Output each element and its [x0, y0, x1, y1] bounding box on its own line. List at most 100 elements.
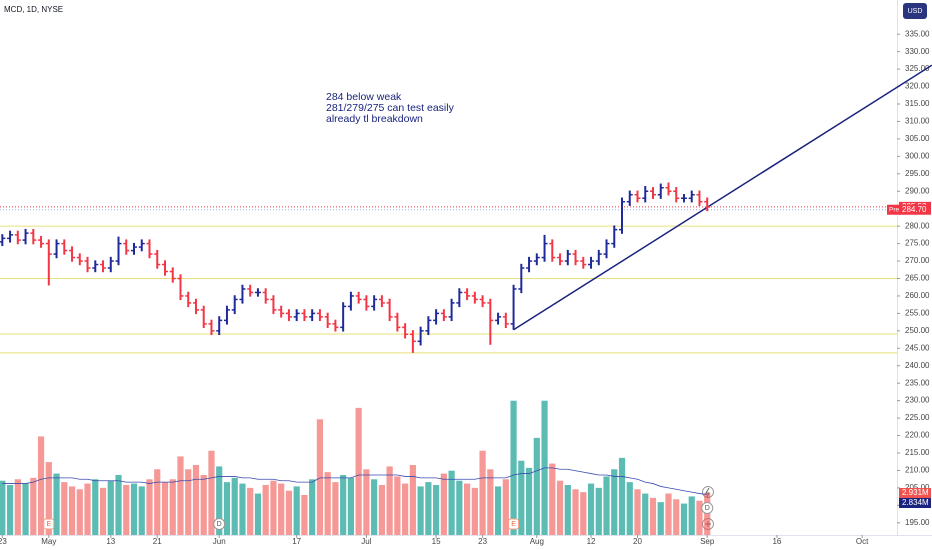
volume-bar: [704, 493, 711, 535]
y-tick-label: 205.00: [905, 483, 930, 492]
ohlc-bar: [673, 187, 680, 203]
volume-bar: [688, 496, 695, 535]
ohlc-bar: [409, 330, 416, 353]
volume-label: 2.931M: [902, 488, 929, 497]
ohlc-bar: [363, 295, 370, 311]
volume-bar: [673, 499, 680, 535]
annotation: 281/279/275 can test easily: [326, 102, 455, 114]
volume-bar: [76, 489, 83, 535]
volume-bar: [409, 465, 416, 535]
y-tick-label: 305.00: [905, 134, 930, 143]
volume-label-box: [899, 488, 931, 498]
volume-bar: [494, 486, 502, 535]
volume-bar: [177, 456, 184, 535]
ohlc-bar: [216, 316, 223, 336]
y-tick-label: 315.00: [905, 99, 930, 108]
volume-bar: [30, 477, 37, 535]
y-tick-label: 270.00: [905, 256, 930, 265]
x-tick-label: Oct: [856, 537, 869, 546]
ohlc-bar: [223, 305, 230, 325]
y-tick-label: 335.00: [905, 29, 930, 38]
volume-bar: [340, 475, 347, 535]
ohlc-bar: [347, 291, 354, 311]
ohlc-bar: [386, 298, 393, 322]
ohlc-bar: [642, 186, 649, 203]
ohlc-bar: [510, 284, 517, 330]
ohlc-bar: [433, 309, 440, 325]
volume-bar: [254, 493, 262, 535]
ohlc-bar: [107, 256, 114, 273]
volume-bar: [417, 486, 424, 535]
premarket-tag: Pre: [889, 206, 900, 213]
ohlc-bar: [270, 295, 277, 315]
annotation: already tl breakdown: [326, 113, 423, 125]
volume-bar: [502, 479, 509, 535]
volume-bar: [92, 479, 99, 535]
symbol: MCD, 1D, NYSE: [4, 5, 63, 14]
volume-bar: [603, 476, 610, 535]
currency-button[interactable]: [903, 3, 927, 19]
currency[interactable]: USD: [908, 8, 923, 15]
volume-bar: [402, 483, 409, 535]
x-tick-label: 21: [153, 537, 162, 546]
ohlc-bar: [278, 305, 285, 318]
volume-bar: [518, 460, 525, 535]
volume-bar: [247, 487, 254, 535]
volume-bar: [510, 400, 517, 535]
ohlc-bar: [696, 190, 703, 206]
ohlc-bar: [53, 239, 60, 259]
ohlc-bar: [115, 236, 122, 266]
ohlc-bar: [448, 298, 455, 322]
volume-bar: [301, 495, 308, 535]
ohlc-bar: [92, 260, 99, 273]
volume-bar: [146, 479, 153, 535]
event-label: D: [705, 505, 710, 512]
volume-bar: [216, 466, 223, 535]
volume-bar: [115, 475, 122, 535]
ohlc-bar: [603, 239, 610, 259]
volume-bar: [6, 485, 14, 535]
y-tick-label: 240.00: [905, 361, 930, 370]
y-tick-label: 230.00: [905, 396, 930, 405]
ohlc-bar: [378, 295, 385, 308]
y-tick-label: 275.00: [905, 239, 930, 248]
event-label: D: [217, 521, 222, 528]
ohlc-bar: [688, 190, 695, 203]
volume-bar: [479, 450, 486, 535]
volume-bar: [595, 487, 602, 535]
y-tick-label: 235.00: [905, 378, 930, 387]
event-icon: [701, 502, 714, 514]
volume-bar: [371, 479, 378, 535]
x-tick-label: Jul: [361, 537, 371, 546]
trendline: [513, 64, 932, 331]
ohlc-bar: [146, 239, 153, 259]
volume-bar: [154, 469, 161, 535]
y-tick-label: 265.00: [905, 274, 930, 283]
ohlc-bar: [595, 249, 602, 266]
x-tick-label: 15: [432, 537, 441, 546]
ohlc-bar: [704, 197, 711, 212]
x-tick-label: 23: [0, 537, 7, 546]
volume-bar: [169, 479, 176, 535]
volume-bar: [611, 469, 618, 535]
ohlc-bar: [192, 298, 199, 315]
x-tick-label: Aug: [530, 537, 544, 546]
ohlc-bar: [634, 190, 641, 203]
ohlc-bar: [131, 242, 138, 255]
ohlc-bar: [239, 284, 246, 304]
y-tick-label: 195.00: [905, 518, 930, 527]
volume-bar: [433, 485, 440, 535]
volume-ma-label-box: [899, 498, 931, 508]
ohlc-bar: [0, 234, 6, 247]
volume-bar: [123, 485, 130, 535]
ohlc-bar: [61, 239, 68, 255]
y-tick-label: 210.00: [905, 466, 930, 475]
ohlc-bar: [502, 312, 509, 329]
volume-bar: [347, 477, 354, 535]
ohlc-bar: [161, 260, 168, 276]
ohlc-bar: [309, 309, 316, 322]
volume-bar: [53, 473, 60, 535]
x-tick-label: 16: [772, 537, 781, 546]
volume-bar: [200, 475, 207, 535]
